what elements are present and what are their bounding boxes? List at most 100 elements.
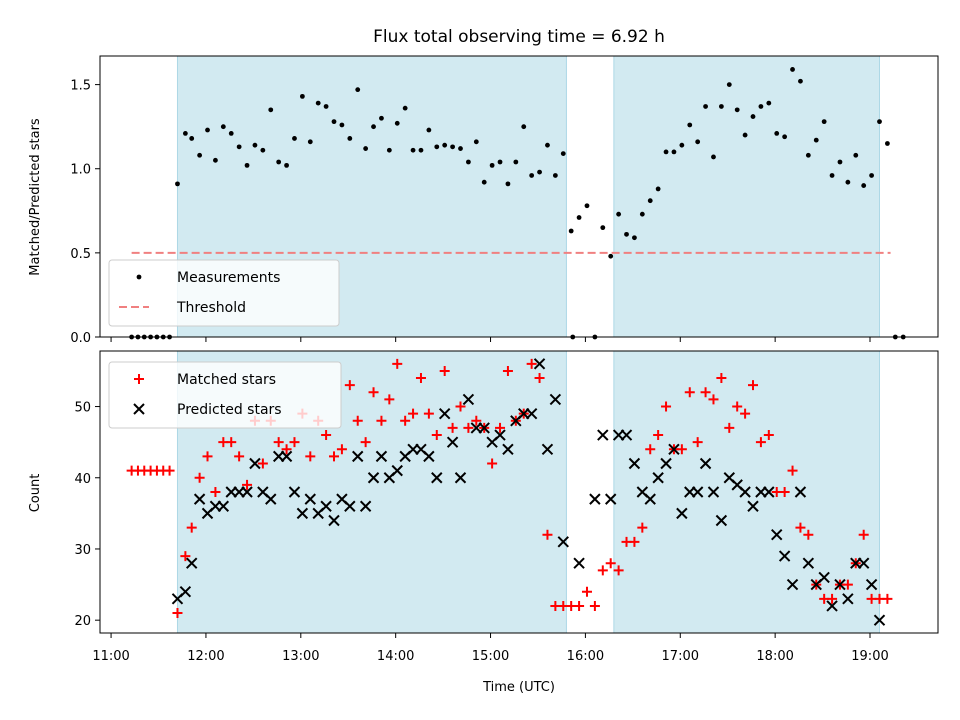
measurement-point bbox=[671, 149, 677, 155]
measurement-point bbox=[402, 105, 408, 111]
predicted-stars-point bbox=[715, 514, 728, 527]
matched-stars-point bbox=[172, 608, 183, 619]
measurement-point bbox=[703, 104, 708, 109]
x-tick-label: 12:00 bbox=[187, 649, 224, 664]
predicted-stars-point bbox=[249, 457, 261, 470]
measurement-point bbox=[608, 253, 614, 259]
matched-stars-point bbox=[542, 529, 553, 540]
matched-stars-point bbox=[186, 522, 197, 533]
measurement-point bbox=[331, 119, 337, 125]
measurement-point bbox=[205, 127, 210, 133]
predicted-stars-point bbox=[834, 578, 846, 591]
bottom-y-axis-label: Count bbox=[28, 474, 43, 513]
predicted-stars-point bbox=[549, 393, 562, 406]
matched-stars-point bbox=[344, 380, 355, 391]
matched-stars-point bbox=[605, 558, 616, 569]
predicted-stars-point bbox=[763, 486, 775, 498]
y-tick-label: 40 bbox=[74, 472, 91, 487]
matched-stars-point bbox=[447, 422, 458, 433]
measurement-point bbox=[774, 131, 780, 136]
axes-frame bbox=[99, 350, 939, 634]
measurement-point bbox=[244, 162, 250, 168]
axes-frame bbox=[99, 55, 939, 338]
measurement-point bbox=[624, 231, 629, 237]
measurement-point bbox=[371, 124, 376, 130]
matched-stars-point bbox=[708, 394, 719, 405]
x-tick-label: 16:00 bbox=[567, 649, 604, 664]
measurement-point bbox=[236, 144, 242, 150]
predicted-stars-point bbox=[794, 486, 807, 498]
predicted-stars-point bbox=[502, 443, 514, 455]
measurement-point bbox=[284, 162, 289, 168]
measurement-point bbox=[639, 211, 645, 217]
matched-stars-point bbox=[408, 408, 419, 419]
y-tick-label: 30 bbox=[74, 543, 91, 558]
data-points bbox=[126, 358, 893, 626]
matched-stars-point bbox=[305, 451, 316, 462]
matched-stars-point bbox=[368, 387, 379, 398]
measurement-point bbox=[355, 87, 361, 93]
matched-stars-point bbox=[329, 451, 340, 462]
matched-stars-point bbox=[495, 422, 506, 433]
measurement-point bbox=[442, 142, 448, 148]
predicted-stars-point bbox=[668, 443, 680, 455]
matched-stars-point bbox=[502, 365, 513, 376]
legend-label: Matched stars bbox=[177, 372, 276, 388]
legend-matched-marker bbox=[134, 374, 144, 384]
matched-stars-point bbox=[455, 401, 466, 412]
predicted-stars-point bbox=[265, 493, 277, 505]
predicted-stars-point bbox=[320, 500, 332, 512]
matched-stars-point bbox=[463, 422, 474, 433]
measurement-point bbox=[845, 179, 851, 185]
predicted-stars-point bbox=[446, 436, 459, 448]
matched-stars-point bbox=[613, 565, 624, 576]
predicted-stars-point bbox=[462, 393, 475, 406]
predicted-stars-point bbox=[344, 500, 356, 512]
x-tick-label: 13:00 bbox=[282, 649, 319, 664]
predicted-stars-point bbox=[739, 486, 751, 498]
matched-stars-point bbox=[740, 408, 751, 419]
measurement-point bbox=[537, 169, 542, 175]
predicted-stars-point bbox=[857, 557, 870, 569]
predicted-stars-point bbox=[541, 443, 554, 455]
predicted-stars-point bbox=[359, 500, 372, 512]
measurement-point bbox=[679, 142, 685, 148]
predicted-stars-point bbox=[660, 457, 672, 470]
measurement-point bbox=[885, 141, 890, 146]
matched-stars-point bbox=[589, 600, 600, 611]
measurement-point bbox=[182, 131, 188, 136]
matched-stars-point bbox=[360, 437, 371, 448]
predicted-stars-point bbox=[217, 500, 230, 512]
matched-stars-point bbox=[755, 437, 766, 448]
measurement-point bbox=[711, 154, 716, 160]
predicted-stars-point bbox=[573, 557, 585, 569]
matched-stars-point bbox=[423, 408, 434, 419]
matched-stars-point bbox=[257, 458, 268, 469]
measurement-point bbox=[655, 186, 661, 192]
measurement-point bbox=[466, 159, 471, 165]
predicted-stars-point bbox=[352, 450, 364, 463]
matched-stars-point bbox=[180, 551, 191, 562]
matched-stars-point bbox=[692, 437, 703, 448]
measurement-point bbox=[450, 144, 455, 150]
measurement-point bbox=[434, 144, 440, 150]
measurement-point bbox=[307, 139, 313, 145]
matched-stars-point bbox=[194, 472, 205, 483]
matched-stars-point bbox=[858, 529, 869, 540]
measurement-point bbox=[529, 173, 535, 178]
legend: Matched stars Predicted stars bbox=[108, 361, 342, 429]
measurement-point bbox=[560, 151, 566, 156]
legend-box bbox=[108, 361, 342, 429]
measurement-point bbox=[877, 119, 882, 125]
x-tick-label: 17:00 bbox=[662, 649, 699, 664]
x-tick-label: 19:00 bbox=[851, 649, 888, 664]
matched-stars-point bbox=[242, 479, 253, 490]
matched-stars-point bbox=[581, 586, 592, 597]
matched-stars-point bbox=[202, 451, 213, 462]
predicted-stars-point bbox=[628, 457, 641, 470]
legend-measurements-marker bbox=[136, 274, 142, 280]
measurement-point bbox=[687, 122, 693, 128]
measurement-point bbox=[790, 67, 795, 72]
predicted-stars-point bbox=[786, 578, 799, 591]
